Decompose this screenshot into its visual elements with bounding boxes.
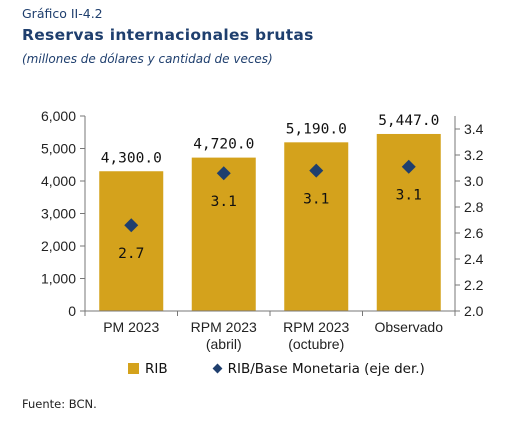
x-tick-label: PM 2023 <box>103 319 159 335</box>
y-right-tick-label: 3.0 <box>464 173 484 189</box>
bar-rib <box>191 157 256 311</box>
ratio-value-label: 3.1 <box>396 188 422 204</box>
x-tick-label: RPM 2023 <box>283 319 349 335</box>
y-left-tick-label: 5,000 <box>41 141 76 157</box>
ratio-marker <box>401 159 416 174</box>
y-right-tick-label: 3.4 <box>464 121 484 137</box>
y-left-tick-label: 6,000 <box>41 108 76 124</box>
x-tick-label: (abril) <box>206 336 242 352</box>
bar-value-label: 4,720.0 <box>193 137 254 153</box>
bar-value-label: 4,300.0 <box>101 150 162 166</box>
bar-value-label: 5,190.0 <box>286 121 347 137</box>
y-left-tick-label: 3,000 <box>41 206 76 222</box>
y-left-tick-label: 2,000 <box>41 238 76 254</box>
ratio-marker <box>124 218 139 233</box>
x-tick-label: RPM 2023 <box>191 319 257 335</box>
bar-rib <box>99 171 164 311</box>
chart-kicker: Gráfico II-4.2 <box>22 6 103 21</box>
ratio-marker <box>216 166 231 181</box>
chart-title: Reservas internacionales brutas <box>22 26 314 44</box>
y-left-tick-label: 4,000 <box>41 173 76 189</box>
y-right-tick-label: 2.4 <box>464 251 484 267</box>
legend-bar-swatch <box>128 363 139 374</box>
chart-subtitle: (millones de dólares y cantidad de veces… <box>22 52 273 66</box>
ratio-value-label: 3.1 <box>303 192 329 208</box>
y-right-tick-label: 2.8 <box>464 199 484 215</box>
source-note: Fuente: BCN. <box>22 397 97 411</box>
x-tick-label: Observado <box>375 319 444 335</box>
legend-marker-swatch <box>212 363 223 374</box>
y-left-tick-label: 1,000 <box>41 271 76 287</box>
y-right-tick-label: 3.2 <box>464 147 484 163</box>
y-right-tick-label: 2.0 <box>464 303 484 319</box>
legend-marker-label: RIB/Base Monetaria (eje der.) <box>227 361 425 377</box>
ratio-marker <box>309 163 324 178</box>
ratio-value-label: 2.7 <box>118 246 144 262</box>
y-left-tick-label: 0 <box>68 303 76 319</box>
legend: RIB RIB/Base Monetaria (eje der.) <box>128 361 425 377</box>
ratio-value-label: 3.1 <box>211 194 237 210</box>
bar-value-label: 5,447.0 <box>378 113 439 129</box>
y-right-tick-label: 2.6 <box>464 225 484 241</box>
legend-bar-label: RIB <box>145 361 168 377</box>
x-tick-label: (octubre) <box>288 336 344 352</box>
y-right-tick-label: 2.2 <box>464 277 484 293</box>
